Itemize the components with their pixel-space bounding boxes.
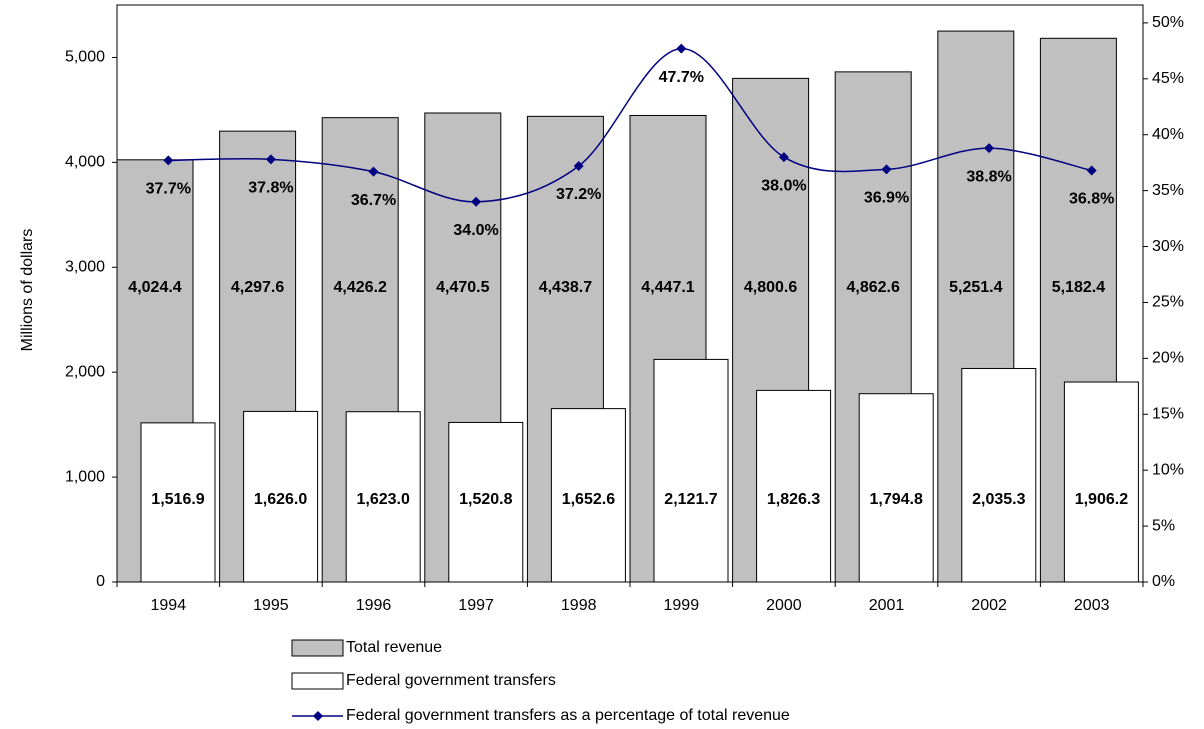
- data-label: 5,251.4: [949, 279, 1002, 296]
- data-label: 47.7%: [659, 69, 704, 86]
- bar: [243, 410, 319, 583]
- marker: [265, 154, 276, 165]
- legend-label: Federal government transfers as a percen…: [346, 707, 790, 724]
- data-label: 4,426.2: [334, 279, 387, 296]
- y-tick-label: 1,000: [65, 468, 105, 485]
- legend-label: Total revenue: [346, 639, 442, 656]
- bar: [756, 389, 832, 583]
- marker: [778, 152, 789, 163]
- bar: [961, 367, 1037, 583]
- marker: [1086, 165, 1097, 176]
- y2-tick-label: 25%: [1152, 294, 1184, 311]
- data-label: 37.8%: [248, 180, 293, 197]
- x-tick-label: 1998: [561, 597, 597, 614]
- x-tick-label: 1995: [253, 597, 289, 614]
- x-tick-label: 1999: [664, 597, 700, 614]
- data-label: 37.7%: [146, 181, 191, 198]
- data-label: 1,623.0: [357, 491, 410, 508]
- marker: [471, 196, 482, 207]
- y2-tick-label: 0%: [1152, 573, 1175, 590]
- data-label: 4,470.5: [436, 279, 489, 296]
- marker: [676, 43, 687, 54]
- marker: [984, 143, 995, 154]
- data-label: 36.9%: [864, 190, 909, 207]
- data-label: 37.2%: [556, 186, 601, 203]
- x-tick-label: 1997: [458, 597, 494, 614]
- y-axis-title: Millions of dollars: [19, 229, 36, 352]
- bar: [550, 408, 626, 583]
- x-tick-label: 2000: [766, 597, 802, 614]
- y2-tick-label: 30%: [1152, 238, 1184, 255]
- x-tick-label: 2002: [971, 597, 1007, 614]
- x-tick-label: 1996: [356, 597, 392, 614]
- data-label: 4,862.6: [847, 279, 900, 296]
- y2-tick-label: 35%: [1152, 182, 1184, 199]
- data-label: 36.7%: [351, 192, 396, 209]
- legend-swatch: [291, 672, 344, 690]
- data-label: 1,826.3: [767, 491, 820, 508]
- legend-label: Federal government transfers: [346, 672, 556, 689]
- data-label: 34.0%: [453, 222, 498, 239]
- data-label: 38.8%: [966, 168, 1011, 185]
- marker: [881, 164, 892, 175]
- marker: [368, 166, 379, 177]
- data-label: 4,447.1: [641, 279, 694, 296]
- y-tick-label: 0: [96, 573, 105, 590]
- x-tick-label: 1994: [151, 597, 187, 614]
- y2-tick-label: 50%: [1152, 14, 1184, 31]
- bar: [140, 422, 216, 583]
- bar: [858, 393, 934, 583]
- data-label: 5,182.4: [1052, 279, 1105, 296]
- y-tick-label: 3,000: [65, 258, 105, 275]
- data-label: 4,438.7: [539, 279, 592, 296]
- legend-marker: [313, 711, 323, 721]
- data-label: 1,652.6: [562, 491, 615, 508]
- y2-tick-label: 10%: [1152, 461, 1184, 478]
- y2-tick-label: 40%: [1152, 126, 1184, 143]
- data-label: 38.0%: [761, 177, 806, 194]
- y2-tick-label: 5%: [1152, 517, 1175, 534]
- data-label: 2,121.7: [664, 491, 717, 508]
- y-tick-label: 2,000: [65, 363, 105, 380]
- bar: [448, 421, 524, 583]
- legend-swatch: [291, 639, 344, 657]
- data-label: 1,906.2: [1075, 491, 1128, 508]
- marker: [163, 155, 174, 166]
- bar: [653, 358, 729, 583]
- y2-tick-label: 15%: [1152, 405, 1184, 422]
- x-tick-label: 2003: [1074, 597, 1110, 614]
- y-tick-label: 4,000: [65, 154, 105, 171]
- data-label: 4,297.6: [231, 279, 284, 296]
- data-label: 4,800.6: [744, 279, 797, 296]
- bar: [345, 411, 421, 583]
- y2-tick-label: 45%: [1152, 70, 1184, 87]
- data-label: 4,024.4: [128, 279, 181, 296]
- data-label: 1,520.8: [459, 491, 512, 508]
- bar: [1063, 381, 1139, 583]
- data-label: 1,794.8: [870, 491, 923, 508]
- line: [168, 47, 1092, 203]
- y2-tick-label: 20%: [1152, 350, 1184, 367]
- marker: [573, 161, 584, 172]
- x-tick-label: 2001: [869, 597, 905, 614]
- data-label: 1,626.0: [254, 491, 307, 508]
- y-tick-label: 5,000: [65, 49, 105, 66]
- data-label: 2,035.3: [972, 491, 1025, 508]
- data-label: 36.8%: [1069, 191, 1114, 208]
- data-label: 1,516.9: [151, 491, 204, 508]
